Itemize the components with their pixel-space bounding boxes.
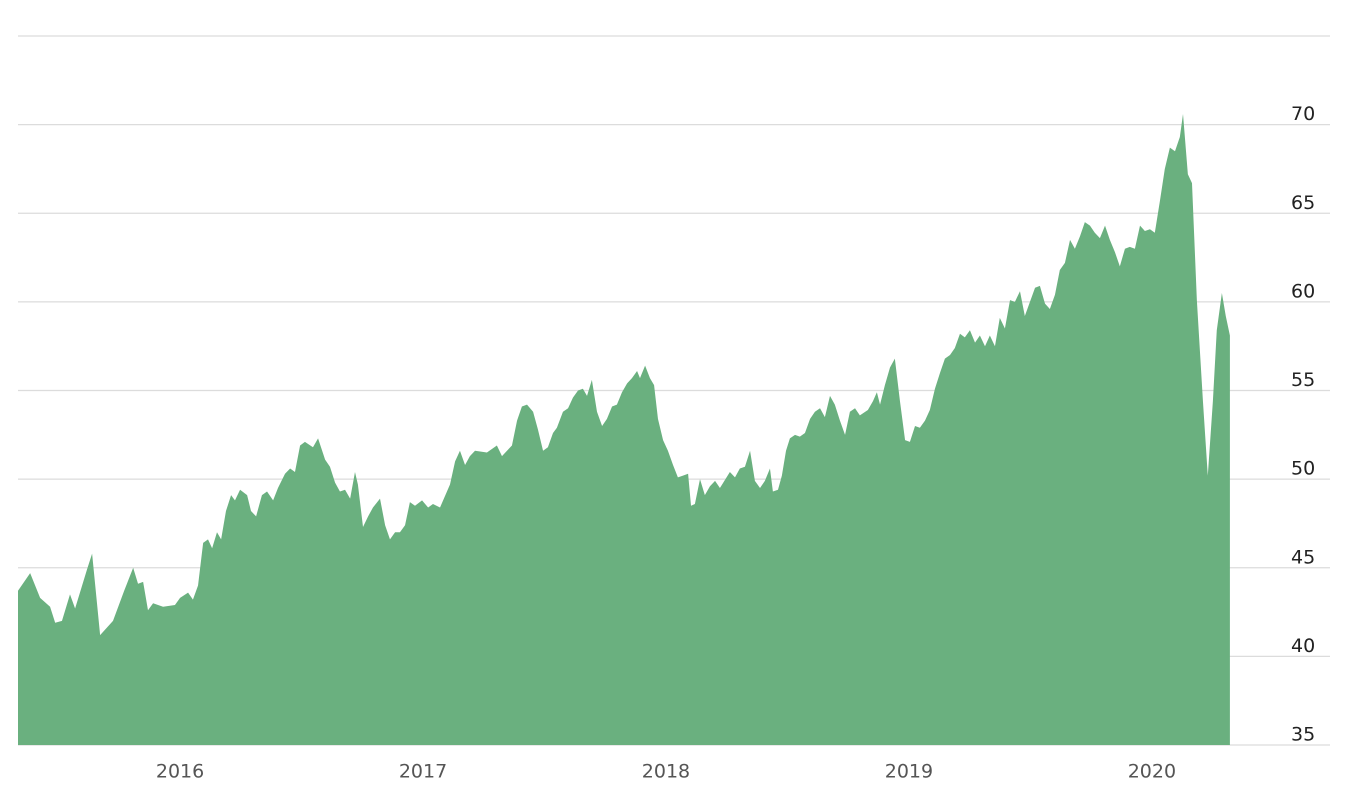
x-tick-label: 2020 <box>1128 761 1176 783</box>
y-tick-label: 35 <box>1291 724 1315 746</box>
y-tick-label: 65 <box>1291 192 1315 214</box>
y-tick-label: 70 <box>1291 103 1315 125</box>
x-tick-label: 2016 <box>156 761 204 783</box>
x-tick-label: 2018 <box>642 761 690 783</box>
y-tick-label: 40 <box>1291 635 1315 657</box>
y-tick-label: 60 <box>1291 280 1315 302</box>
x-tick-label: 2019 <box>885 761 933 783</box>
y-tick-label: 55 <box>1291 369 1315 391</box>
y-tick-label: 45 <box>1291 546 1315 568</box>
y-tick-label: 50 <box>1291 458 1315 480</box>
area <box>18 113 1230 746</box>
x-tick-label: 2017 <box>399 761 447 783</box>
